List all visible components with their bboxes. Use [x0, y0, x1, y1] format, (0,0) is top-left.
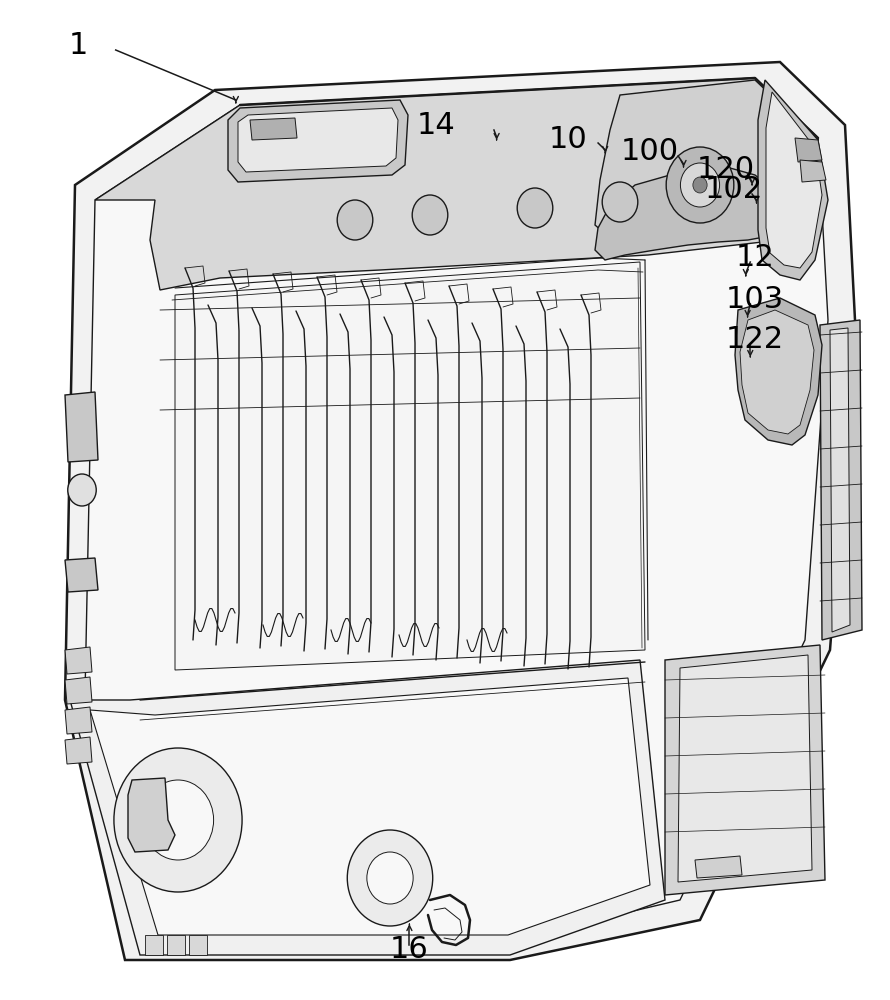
Polygon shape: [766, 92, 822, 268]
Polygon shape: [167, 935, 185, 955]
Text: 16: 16: [390, 936, 429, 964]
Text: 120: 120: [696, 155, 755, 184]
Circle shape: [517, 188, 553, 228]
Circle shape: [412, 195, 448, 235]
Polygon shape: [175, 262, 645, 670]
Polygon shape: [128, 778, 175, 852]
Polygon shape: [678, 655, 812, 882]
Text: 102: 102: [705, 176, 764, 205]
Polygon shape: [795, 138, 822, 162]
Polygon shape: [90, 678, 650, 935]
Polygon shape: [800, 160, 826, 182]
Polygon shape: [820, 320, 862, 640]
Polygon shape: [65, 558, 98, 592]
Polygon shape: [250, 118, 297, 140]
Circle shape: [693, 177, 708, 193]
Polygon shape: [189, 935, 207, 955]
Circle shape: [142, 780, 214, 860]
Polygon shape: [228, 100, 408, 182]
Circle shape: [681, 163, 720, 207]
Text: 103: 103: [725, 286, 784, 314]
Circle shape: [337, 200, 373, 240]
Circle shape: [667, 147, 734, 223]
Polygon shape: [95, 78, 818, 290]
Circle shape: [114, 748, 242, 892]
Polygon shape: [65, 677, 92, 704]
Polygon shape: [238, 108, 398, 172]
Circle shape: [347, 830, 433, 926]
Circle shape: [367, 852, 413, 904]
Polygon shape: [145, 935, 163, 955]
Polygon shape: [595, 168, 790, 260]
Polygon shape: [830, 328, 850, 632]
Text: 100: 100: [620, 137, 679, 166]
Text: 14: 14: [417, 110, 456, 139]
Polygon shape: [65, 392, 98, 462]
Polygon shape: [70, 660, 665, 955]
Polygon shape: [695, 856, 742, 878]
Circle shape: [68, 474, 96, 506]
Polygon shape: [65, 737, 92, 764]
Polygon shape: [758, 80, 828, 280]
Polygon shape: [85, 78, 828, 940]
Circle shape: [603, 182, 638, 222]
Polygon shape: [595, 80, 818, 238]
Text: 12: 12: [735, 243, 774, 272]
Text: 10: 10: [548, 125, 587, 154]
Text: 122: 122: [725, 326, 784, 355]
Polygon shape: [740, 310, 814, 434]
Polygon shape: [65, 62, 855, 960]
Polygon shape: [665, 645, 825, 895]
Polygon shape: [65, 707, 92, 734]
Text: 1: 1: [69, 30, 88, 60]
Polygon shape: [735, 298, 822, 445]
Polygon shape: [65, 647, 92, 674]
